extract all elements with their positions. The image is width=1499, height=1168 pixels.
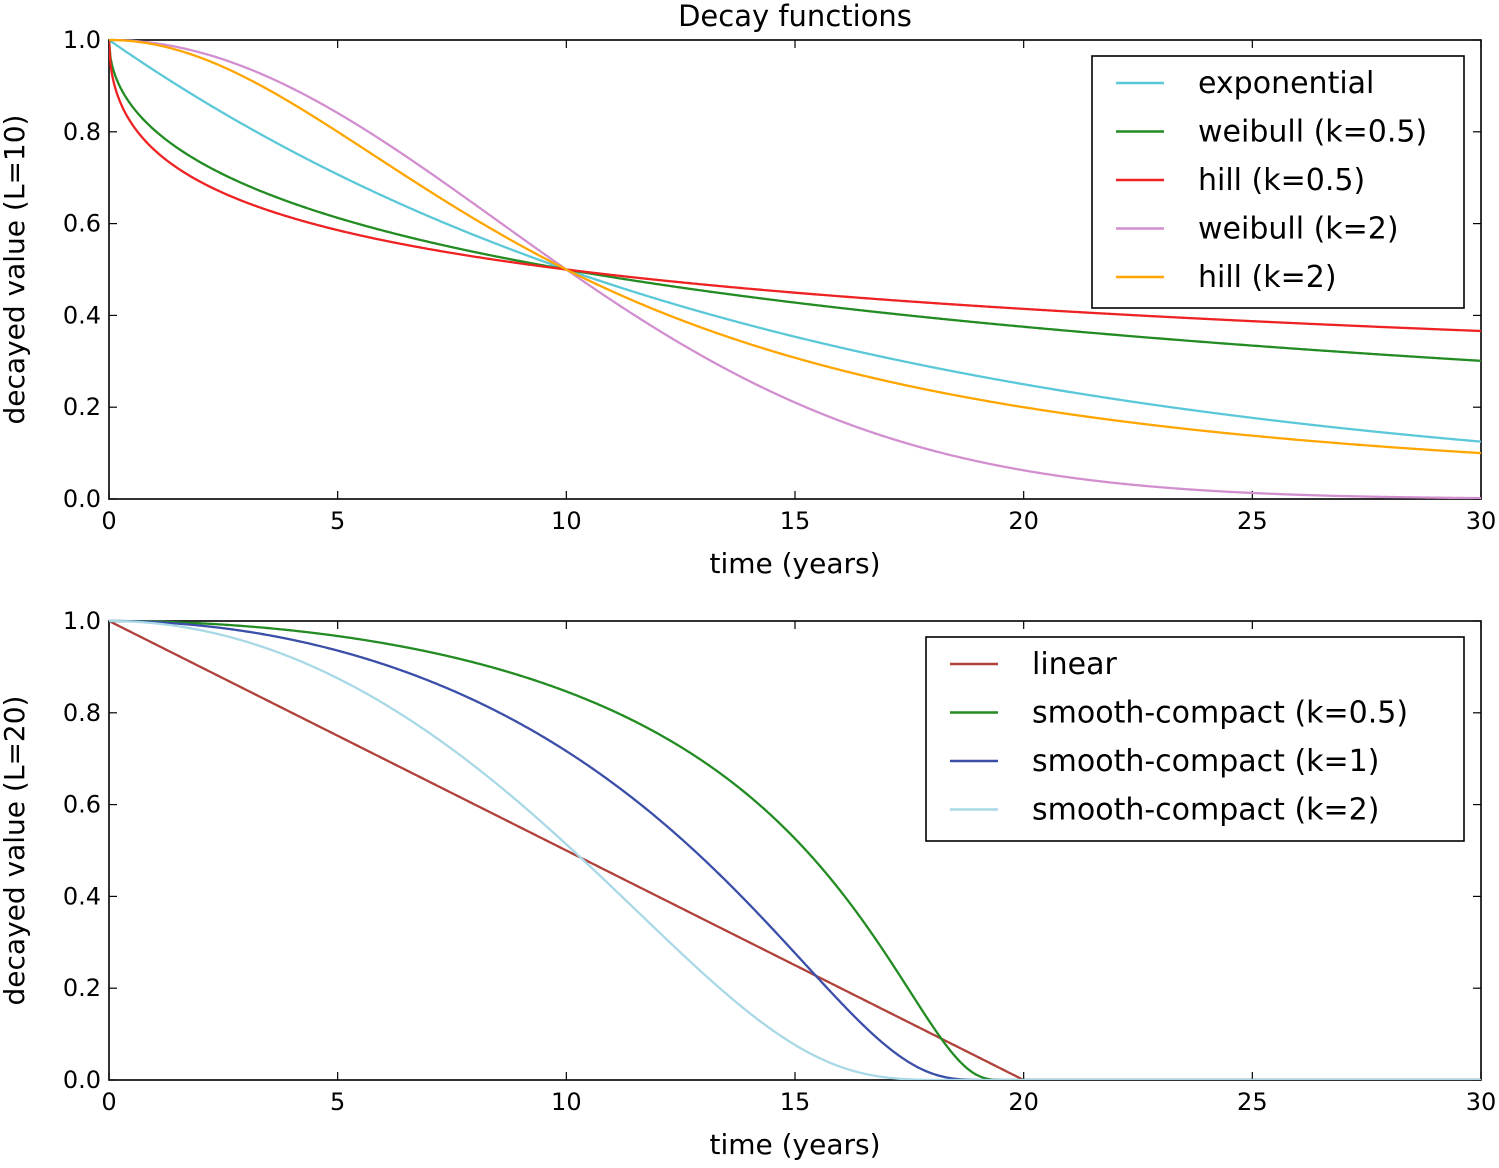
x-tick-label: 20 — [1008, 1088, 1039, 1116]
x-tick-label: 5 — [330, 1088, 345, 1116]
series-line-weibull-k-2- — [109, 38, 1481, 499]
y-tick-label: 0.6 — [63, 210, 101, 238]
series-line-smooth-compact-k-0-5- — [109, 619, 1481, 1080]
x-tick-label: 10 — [551, 1088, 582, 1116]
x-tick-label: 10 — [551, 507, 582, 535]
y-tick-label: 0.4 — [63, 882, 101, 910]
x-tick-label: 20 — [1008, 507, 1039, 535]
y-tick-label: 0.6 — [63, 791, 101, 819]
x-axis-label: time (years) — [709, 547, 880, 580]
y-tick-label: 1.0 — [63, 607, 101, 635]
legend-box — [925, 636, 1465, 842]
legend-label: smooth-compact (k=1) — [1032, 744, 1379, 779]
top-panel: 0 5 10 15 20 25 30 0.0 0.2 0.4 0.6 0.8 1.0 time (year… — [0, 26, 1496, 580]
x-tick-label: 0 — [101, 1088, 116, 1116]
series-line-smooth-compact-k-1- — [109, 619, 1481, 1080]
y-tick-label: 0.8 — [63, 118, 101, 146]
legend-label: smooth-compact (k=2) — [1032, 793, 1379, 828]
y-tick-label: 0.0 — [63, 485, 101, 513]
legend-label: hill (k=2) — [1198, 260, 1337, 295]
series-line-weibull-k-0-5- — [109, 39, 1481, 362]
y-tick-label: 0.0 — [63, 1066, 101, 1094]
legend-label: smooth-compact (k=0.5) — [1032, 696, 1408, 731]
bottom-panel: 0 5 10 15 20 25 30 0.0 0.2 0.4 0.6 0.8 1.0 time (year… — [0, 607, 1496, 1161]
legend-label: weibull (k=0.5) — [1198, 115, 1427, 150]
legend-label: exponential — [1198, 66, 1374, 101]
series-line-hill-k-2- — [109, 38, 1481, 455]
x-tick-label: 0 — [101, 507, 116, 535]
legend-box — [1091, 55, 1465, 309]
x-tick-label: 25 — [1237, 507, 1268, 535]
x-tick-label: 30 — [1466, 1088, 1497, 1116]
x-tick-label: 15 — [780, 1088, 811, 1116]
series-line-hill-k-0-5- — [109, 39, 1481, 333]
series-line-linear — [109, 619, 1481, 1080]
legend-label: linear — [1032, 647, 1118, 682]
x-tick-label: 5 — [330, 507, 345, 535]
x-axis-label: time (years) — [709, 1128, 880, 1161]
y-tick-label: 0.2 — [63, 393, 101, 421]
legend-label: weibull (k=2) — [1198, 212, 1399, 247]
x-tick-label: 30 — [1466, 507, 1497, 535]
x-tick-label: 15 — [780, 507, 811, 535]
y-axis-label: decayed value (L=10) — [0, 115, 31, 425]
series-line-smooth-compact-k-2- — [109, 619, 1481, 1080]
y-tick-label: 1.0 — [63, 26, 101, 54]
legend-label: hill (k=0.5) — [1198, 163, 1365, 198]
chart-title: Decay functions — [678, 0, 912, 33]
y-tick-label: 0.8 — [63, 699, 101, 727]
y-axis-label: decayed value (L=20) — [0, 696, 31, 1006]
y-tick-label: 0.4 — [63, 301, 101, 329]
y-tick-label: 0.2 — [63, 974, 101, 1002]
series-line-exponential — [109, 39, 1481, 443]
x-tick-label: 25 — [1237, 1088, 1268, 1116]
